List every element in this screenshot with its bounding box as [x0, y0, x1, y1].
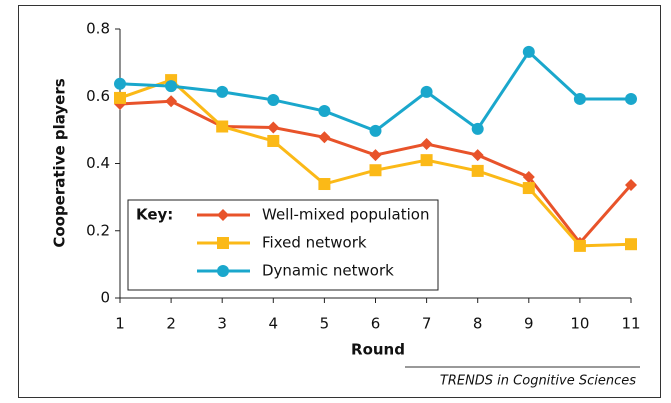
data-point — [522, 45, 535, 58]
x-tick-label: 11 — [621, 315, 640, 333]
data-point — [625, 238, 637, 251]
data-point — [165, 80, 178, 93]
x-tick-label: 1 — [115, 315, 125, 333]
data-point — [318, 131, 331, 144]
frame — [18, 5, 661, 398]
x-tick-label: 10 — [570, 315, 589, 333]
legend-label: Dynamic network — [262, 262, 394, 280]
x-tick-label: 6 — [371, 315, 381, 333]
legend-marker — [217, 265, 229, 277]
y-tick-label: 0 — [100, 289, 110, 307]
series-line — [119, 49, 631, 133]
data-point — [318, 105, 331, 118]
data-point — [318, 178, 331, 191]
legend-label: Well-mixed population — [262, 206, 429, 224]
legend-label: Fixed network — [262, 234, 367, 252]
data-point — [420, 154, 433, 167]
data-point — [471, 164, 484, 177]
legend-title: Key: — [136, 206, 173, 224]
data-point — [420, 137, 433, 150]
data-point — [471, 149, 484, 162]
x-axis-label: Round — [351, 341, 405, 359]
data-point — [165, 95, 178, 108]
data-point — [114, 91, 126, 104]
legend-box — [127, 199, 439, 291]
x-tick-label: 5 — [320, 315, 330, 333]
y-tick-label: 0.4 — [86, 154, 110, 172]
data-point — [625, 179, 637, 192]
data-point — [267, 134, 280, 147]
data-point — [522, 170, 535, 183]
data-point — [267, 93, 280, 106]
data-point — [420, 85, 433, 98]
data-point — [471, 122, 484, 135]
y-tick-label: 0.6 — [86, 87, 110, 105]
x-tick-label: 3 — [217, 315, 227, 333]
x-tick-label: 4 — [269, 315, 279, 333]
data-point — [573, 92, 586, 105]
y-tick-label: 0.2 — [86, 221, 110, 239]
data-point — [522, 182, 535, 195]
x-tick-label: 9 — [524, 315, 534, 333]
y-tick-label: 0.8 — [86, 20, 110, 38]
data-point — [114, 77, 126, 90]
x-tick-label: 2 — [166, 315, 176, 333]
data-point — [369, 164, 382, 177]
data-point — [369, 124, 382, 137]
legend-marker — [217, 237, 229, 249]
data-point — [625, 92, 637, 105]
data-point — [267, 121, 280, 134]
data-point — [369, 149, 382, 162]
x-tick-label: 8 — [473, 315, 483, 333]
legend-marker — [217, 209, 229, 221]
x-tick-label: 7 — [422, 315, 432, 333]
data-point — [216, 85, 229, 98]
y-axis-label: Cooperative players — [51, 78, 69, 247]
source: TRENDS in Cognitive Sciences — [440, 374, 636, 389]
data-point — [573, 239, 586, 252]
data-point — [216, 120, 229, 133]
